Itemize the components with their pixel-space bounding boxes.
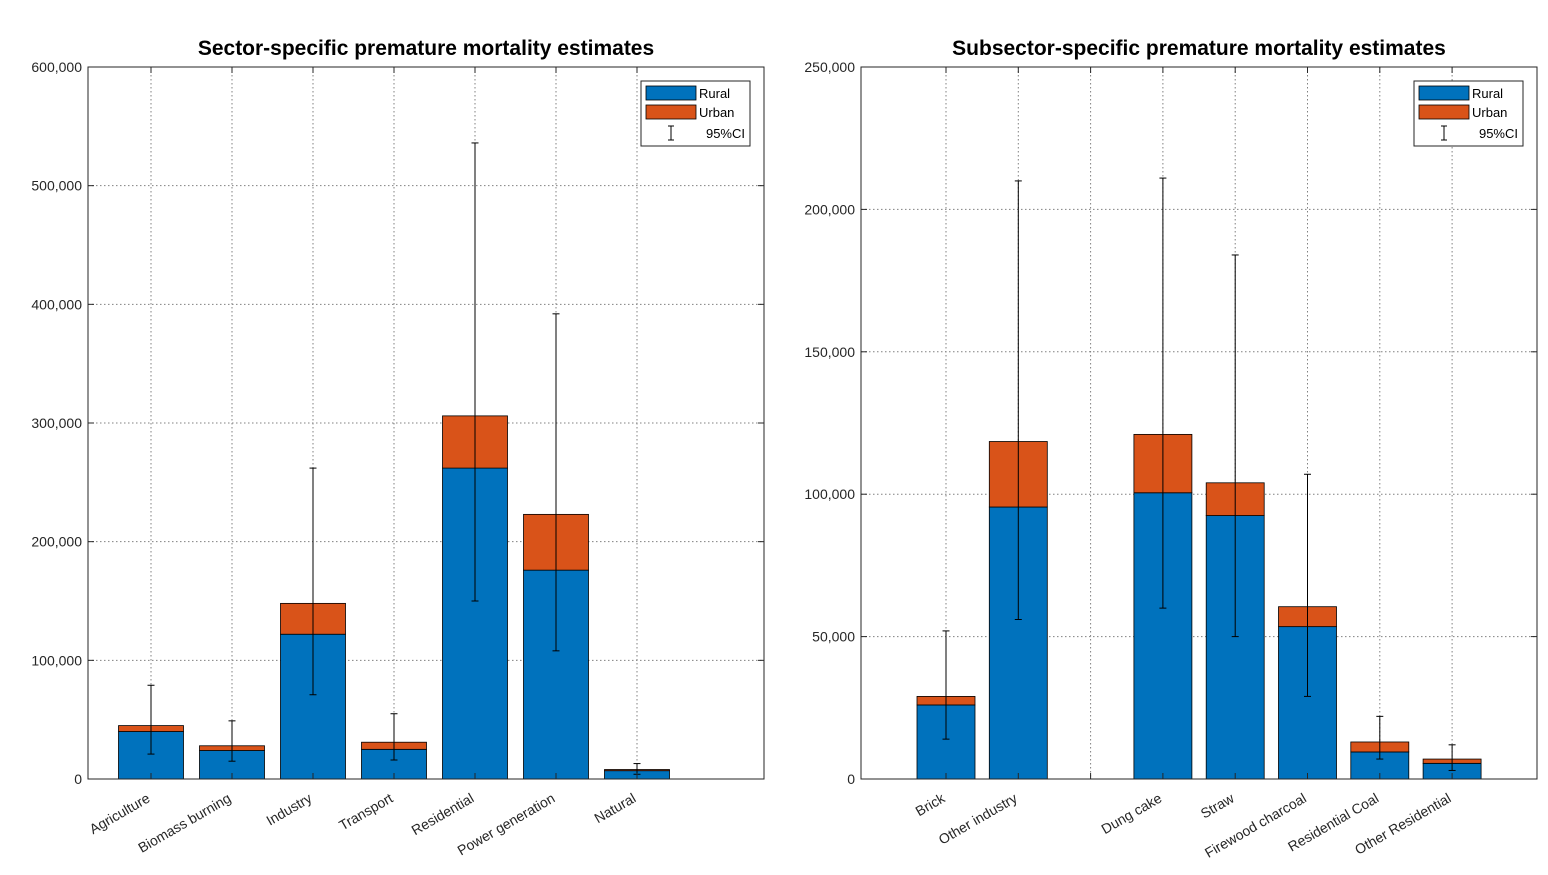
x-tick-label: Natural — [591, 790, 638, 826]
x-tick-label: Agriculture — [87, 790, 153, 837]
y-tick-label: 600,000 — [31, 59, 82, 75]
y-tick-label: 50,000 — [812, 629, 855, 645]
error-bar — [1376, 715, 1384, 760]
error-bar — [942, 630, 950, 740]
error-bar — [1304, 473, 1311, 697]
legend-swatch-rural — [1418, 85, 1470, 101]
y-tick-label: 100,000 — [804, 486, 855, 502]
x-tick-label: Dung cake — [1098, 790, 1164, 837]
error-bar — [390, 713, 398, 761]
x-tick-label: Brick — [913, 789, 949, 819]
chart-title: Sector-specific premature mortality esti… — [198, 37, 654, 60]
legend-swatch-urban — [645, 104, 697, 120]
error-bar — [1231, 254, 1239, 638]
y-tick-label: 0 — [74, 771, 82, 787]
legend: Rural Urban 95%CI — [1413, 80, 1524, 147]
x-tick-label: Transport — [336, 790, 396, 834]
error-bar — [1448, 744, 1456, 771]
legend-swatch-ci — [668, 125, 674, 141]
y-tick-label: 0 — [847, 771, 855, 787]
y-tick-label: 500,000 — [31, 178, 82, 194]
error-bar — [1014, 180, 1022, 621]
legend-label-urban: Urban — [699, 105, 734, 120]
x-tick-label: Other industry — [936, 790, 1020, 848]
legend: Rural Urban 95%CI — [640, 80, 751, 147]
y-tick-label: 150,000 — [804, 344, 855, 360]
error-bar — [228, 720, 236, 762]
y-tick-label: 400,000 — [31, 296, 82, 312]
y-tick-label: 200,000 — [804, 201, 855, 217]
y-tick-label: 200,000 — [31, 534, 82, 550]
y-tick-label: 100,000 — [31, 652, 82, 668]
error-bar — [471, 142, 479, 602]
x-tick-label: Residential — [409, 790, 477, 838]
plot-area — [861, 67, 1537, 779]
legend-label-ci: 95%CI — [706, 126, 745, 141]
legend-label-rural: Rural — [699, 86, 730, 101]
x-tick-label: Industry — [263, 790, 314, 829]
error-bar — [309, 467, 317, 696]
legend-label-rural: Rural — [1472, 86, 1503, 101]
y-tick-label: 300,000 — [31, 415, 82, 431]
error-bar — [1159, 177, 1167, 609]
sector-chart: 0 100,000 200,000 300,000 400,000 500,000 600,… — [31, 37, 765, 858]
legend-swatch-rural — [645, 85, 697, 101]
y-tick-label: 250,000 — [804, 59, 855, 75]
error-bar — [147, 684, 155, 755]
error-bar — [552, 313, 560, 652]
axes-box — [860, 66, 1538, 780]
x-tick-label: Straw — [1198, 789, 1238, 821]
subsector-chart: 0 50,000 100,000 150,000 200,000 250,000 Brick… — [804, 37, 1538, 861]
chart-title: Subsector-specific premature mortality e… — [952, 37, 1446, 60]
legend-label-ci: 95%CI — [1479, 126, 1518, 141]
legend-swatch-ci — [1441, 125, 1447, 141]
legend-label-urban: Urban — [1472, 105, 1507, 120]
legend-swatch-urban — [1418, 104, 1470, 120]
